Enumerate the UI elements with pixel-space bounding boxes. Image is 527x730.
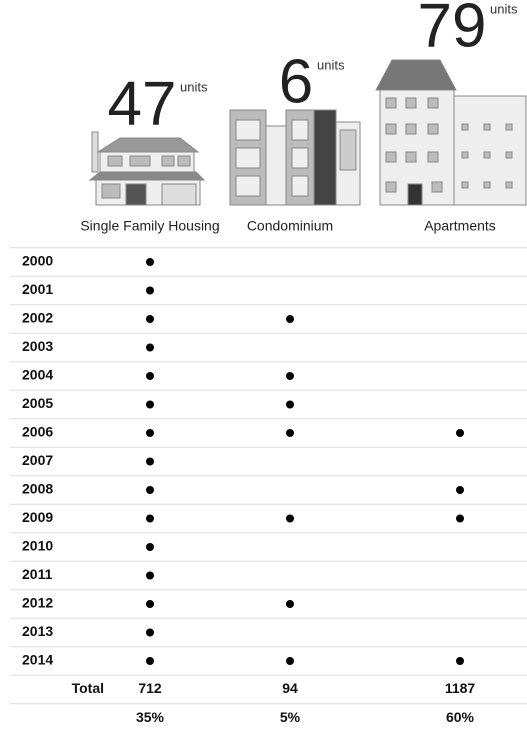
dot (146, 401, 154, 409)
unit-label: units (317, 57, 345, 72)
apartment-icon (376, 60, 526, 205)
dot (146, 486, 154, 494)
infographic: 47unitsSingle Family Housing6unitsCondom… (0, 0, 527, 730)
dot (146, 429, 154, 437)
dot (146, 458, 154, 466)
year: 2001 (22, 281, 53, 297)
year: 2008 (22, 481, 53, 497)
dot (146, 287, 154, 295)
year: 2003 (22, 338, 53, 354)
dot (456, 657, 464, 665)
dot (146, 258, 154, 266)
column-label: Apartments (424, 218, 496, 234)
year: 2002 (22, 310, 53, 326)
condo-icon (230, 110, 360, 205)
column-label: Single Family Housing (80, 218, 219, 234)
dot (286, 657, 294, 665)
total-label: Total (72, 680, 104, 696)
year: 2011 (22, 566, 53, 582)
year: 2007 (22, 452, 53, 468)
unit-count: 6 (279, 47, 313, 116)
page: 47unitsSingle Family Housing6unitsCondom… (0, 0, 527, 730)
year: 2006 (22, 424, 53, 440)
dot (456, 486, 464, 494)
dot (286, 600, 294, 608)
dot (146, 515, 154, 523)
dot (146, 372, 154, 380)
total-value: 94 (282, 680, 298, 696)
total-share: 60% (446, 709, 475, 725)
year: 2013 (22, 623, 53, 639)
unit-label: units (490, 1, 518, 16)
total-value: 712 (138, 680, 162, 696)
dot (146, 543, 154, 551)
year: 2014 (22, 652, 53, 668)
dot (286, 515, 294, 523)
dot (146, 572, 154, 580)
year: 2009 (22, 509, 53, 525)
dot (146, 315, 154, 323)
year: 2012 (22, 595, 53, 611)
house-icon (90, 132, 204, 205)
dot (456, 515, 464, 523)
dot (146, 657, 154, 665)
total-value: 1187 (445, 680, 476, 696)
year: 2010 (22, 538, 53, 554)
year: 2005 (22, 395, 53, 411)
total-share: 35% (136, 709, 165, 725)
total-share: 5% (280, 709, 301, 725)
dot (456, 429, 464, 437)
unit-label: units (180, 79, 208, 94)
unit-count: 47 (108, 69, 177, 138)
dot (286, 429, 294, 437)
column-label: Condominium (247, 218, 333, 234)
dot (286, 372, 294, 380)
year: 2000 (22, 253, 53, 269)
dot (146, 629, 154, 637)
dot (286, 401, 294, 409)
dot (146, 600, 154, 608)
dot (286, 315, 294, 323)
dot (146, 344, 154, 352)
unit-count: 79 (418, 0, 487, 60)
year: 2004 (22, 367, 53, 383)
